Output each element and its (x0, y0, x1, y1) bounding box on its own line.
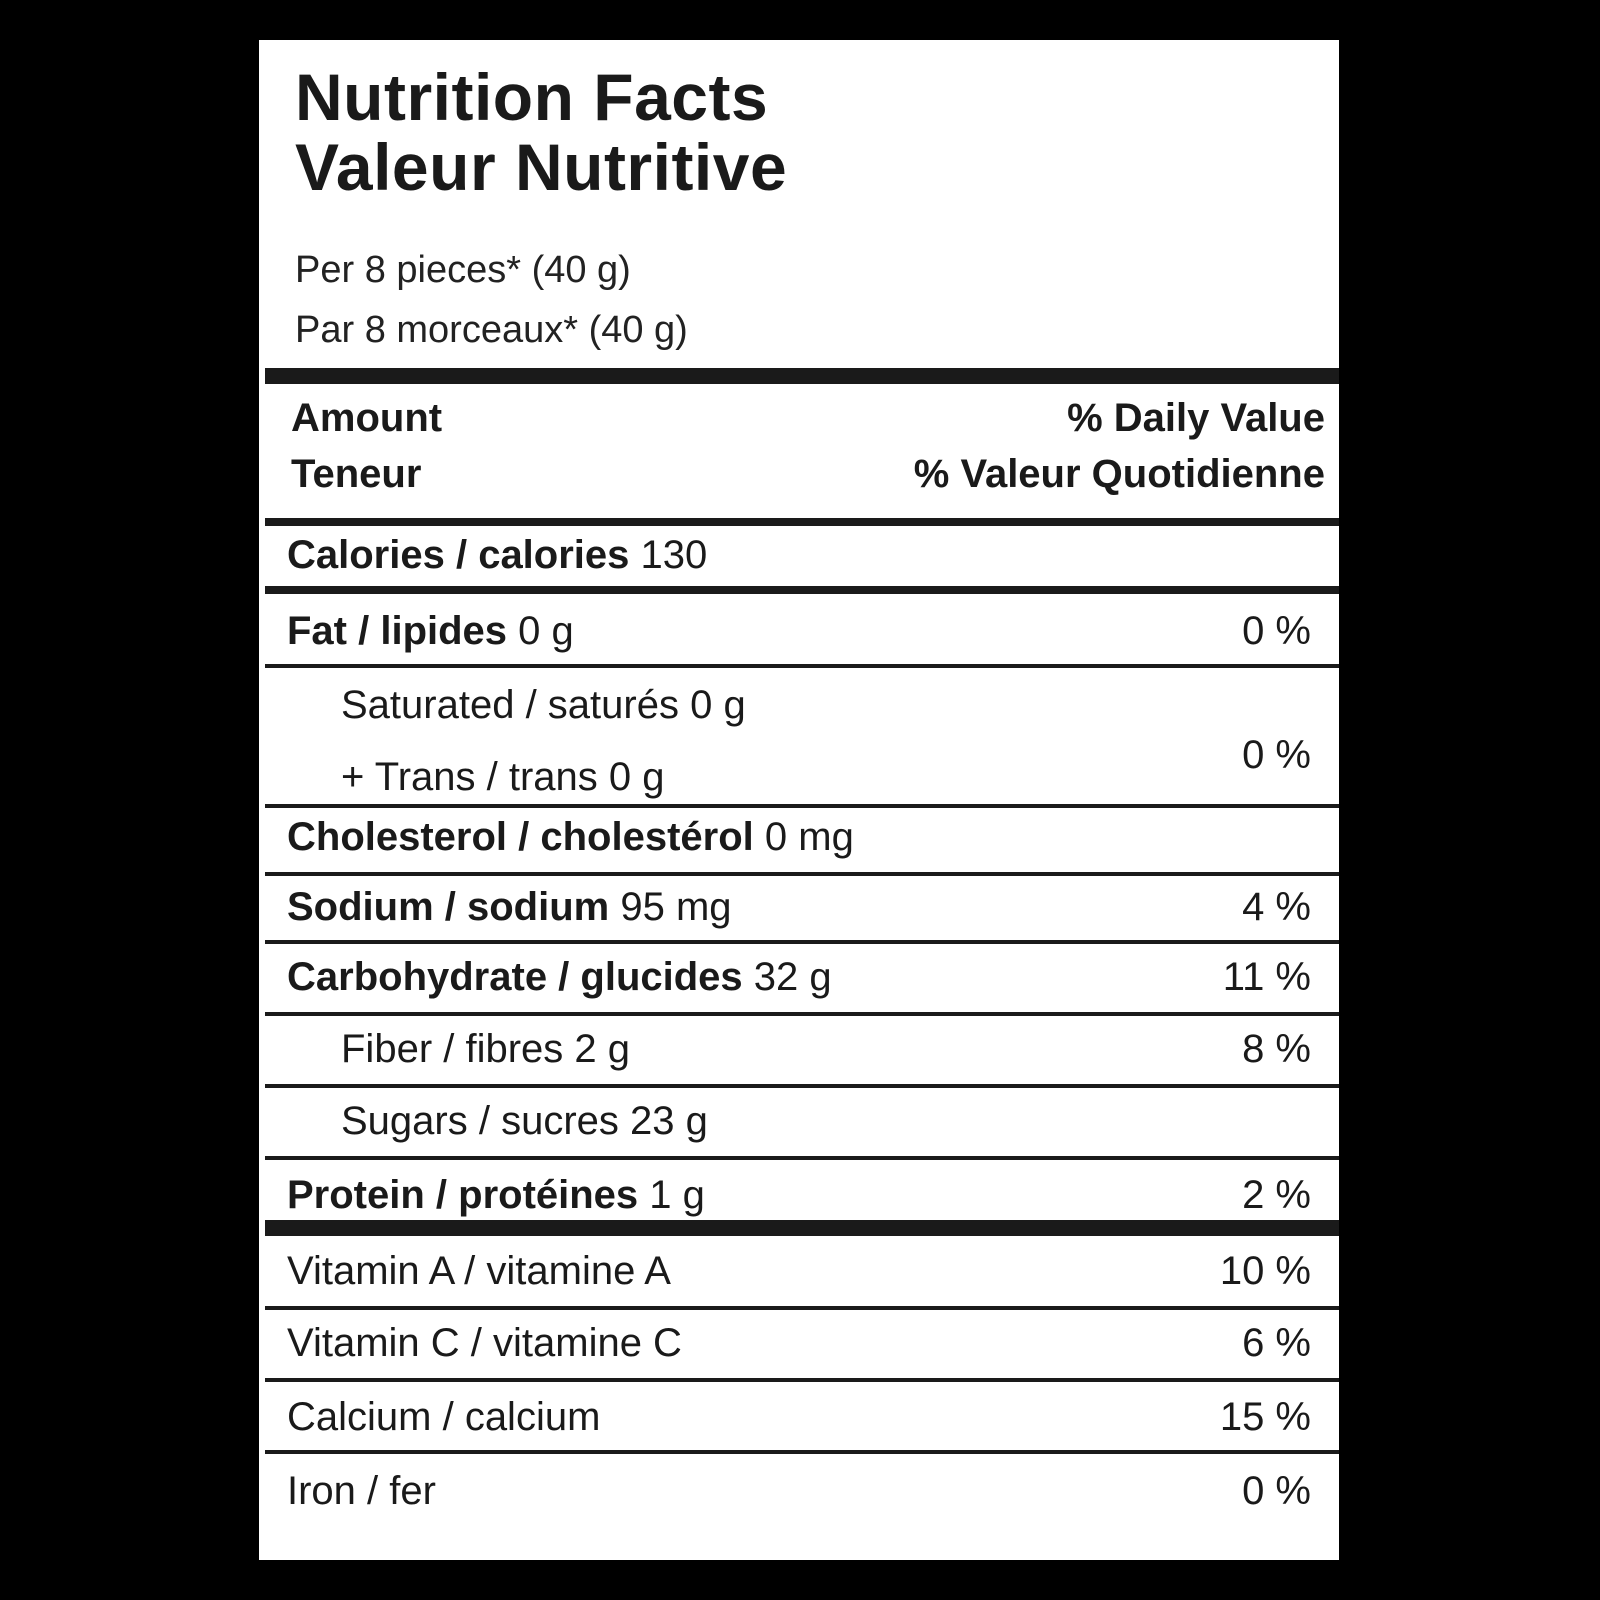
carbohydrate-row: Carbohydrate / glucides 32 g 11 % (287, 952, 1311, 1002)
trans-fat-line: + Trans / trans 0 g (341, 755, 665, 799)
divider (265, 586, 1339, 594)
calcium-label: Calcium / calcium (287, 1395, 601, 1439)
saturated-trans-daily-value: 0 % (1242, 733, 1311, 777)
amount-header: Amount Teneur (291, 390, 442, 502)
title-french: Valeur Nutritive (295, 130, 788, 204)
cholesterol-label: Cholesterol / cholestérol (287, 815, 754, 859)
protein-label: Protein / protéines (287, 1173, 639, 1217)
divider (265, 518, 1339, 526)
divider (265, 940, 1339, 944)
divider (265, 804, 1339, 808)
divider (265, 1084, 1339, 1088)
vitamin-a-label: Vitamin A / vitamine A (287, 1249, 671, 1293)
divider (265, 1378, 1339, 1382)
fat-row: Fat / lipides 0 g 0 % (287, 606, 1311, 656)
protein-row: Protein / protéines 1 g 2 % (287, 1170, 1311, 1220)
daily-value-header-french: % Valeur Quotidienne (913, 452, 1325, 496)
thick-divider (265, 368, 1339, 384)
iron-label: Iron / fer (287, 1469, 436, 1513)
nutrition-facts-label: Nutrition Facts Valeur Nutritive Per 8 p… (259, 40, 1339, 1560)
thick-divider (265, 1220, 1339, 1236)
vitamin-a-daily-value: 10 % (1219, 1249, 1311, 1293)
vitamin-row: Calcium / calcium 15 % (287, 1392, 1311, 1442)
fiber-daily-value: 8 % (1242, 1027, 1311, 1071)
amount-header-english: Amount (291, 396, 443, 440)
vitamin-row: Vitamin C / vitamine C 6 % (287, 1318, 1311, 1368)
carbohydrate-label: Carbohydrate / glucides (287, 955, 743, 999)
calories-label: Calories / calories (287, 533, 630, 577)
daily-value-header-english: % Daily Value (1067, 396, 1325, 440)
serving-english: Per 8 pieces* (40 g) (295, 249, 631, 291)
divider (265, 1012, 1339, 1016)
fiber-row: Fiber / fibres 2 g 8 % (287, 1024, 1311, 1074)
vitamin-c-label: Vitamin C / vitamine C (287, 1321, 682, 1365)
sugars-label: Sugars / sucres 23 g (341, 1099, 708, 1143)
sodium-label: Sodium / sodium (287, 885, 610, 929)
cholesterol-row: Cholesterol / cholestérol 0 mg (287, 812, 1311, 862)
carbohydrate-daily-value: 11 % (1222, 955, 1311, 999)
saturated-trans-group: Saturated / saturés 0 g + Trans / trans … (287, 680, 1311, 835)
divider (265, 664, 1339, 668)
divider (265, 872, 1339, 876)
serving-french: Par 8 morceaux* (40 g) (295, 309, 688, 351)
protein-amount: 1 g (649, 1173, 705, 1217)
carbohydrate-amount: 32 g (753, 955, 832, 999)
sodium-daily-value: 4 % (1242, 885, 1311, 929)
sodium-row: Sodium / sodium 95 mg 4 % (287, 882, 1311, 932)
fat-label: Fat / lipides (287, 609, 508, 653)
calcium-daily-value: 15 % (1219, 1395, 1311, 1439)
protein-daily-value: 2 % (1242, 1173, 1311, 1217)
calories-row: Calories / calories 130 (287, 530, 1311, 580)
serving-size: Per 8 pieces* (40 g) Par 8 morceaux* (40… (295, 240, 688, 360)
vitamin-c-daily-value: 6 % (1242, 1321, 1311, 1365)
cholesterol-amount: 0 mg (764, 815, 854, 859)
sugars-row: Sugars / sucres 23 g (287, 1096, 1311, 1146)
fiber-label: Fiber / fibres 2 g (341, 1027, 631, 1071)
vitamin-row: Iron / fer 0 % (287, 1466, 1311, 1516)
iron-daily-value: 0 % (1242, 1469, 1311, 1513)
fat-amount: 0 g (518, 609, 574, 653)
divider (265, 1156, 1339, 1160)
label-title: Nutrition Facts Valeur Nutritive (295, 62, 787, 202)
divider (265, 1306, 1339, 1310)
vitamin-row: Vitamin A / vitamine A 10 % (287, 1246, 1311, 1296)
divider (265, 1450, 1339, 1454)
fat-daily-value: 0 % (1242, 609, 1311, 653)
sodium-amount: 95 mg (620, 885, 732, 929)
title-english: Nutrition Facts (295, 60, 769, 134)
calories-amount: 130 (640, 533, 708, 577)
amount-header-french: Teneur (291, 452, 422, 496)
saturated-fat-line: Saturated / saturés 0 g (341, 683, 746, 727)
daily-value-header: % Daily Value % Valeur Quotidienne (914, 390, 1325, 502)
